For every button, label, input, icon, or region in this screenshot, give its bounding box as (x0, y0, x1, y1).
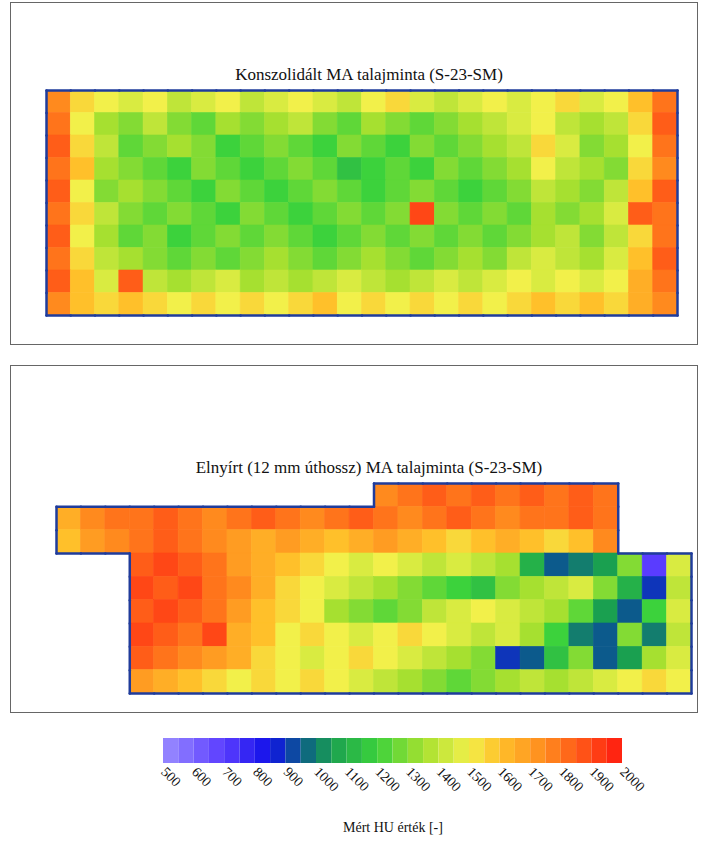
svg-text:1600: 1600 (495, 764, 525, 794)
svg-text:1800: 1800 (556, 764, 586, 794)
html-text:Konszolidált MA talajminta (S-: Konszolidált MA talajminta (S-23-SM) (235, 65, 503, 84)
html-text:Elnyírt (12 mm úthossz) MA tal: Elnyírt (12 mm úthossz) MA talajminta (S… (195, 458, 543, 477)
svg-text:Mért HU érték [-]: Mért HU érték [-] (343, 820, 443, 835)
svg-text:1400: 1400 (434, 764, 464, 794)
svg-text:700: 700 (219, 764, 244, 789)
svg-text:600: 600 (189, 764, 214, 789)
svg-text:1900: 1900 (587, 764, 617, 794)
svg-text:1000: 1000 (311, 764, 341, 794)
svg-text:1500: 1500 (464, 764, 494, 794)
svg-text:1300: 1300 (403, 764, 433, 794)
svg-text:500: 500 (158, 764, 183, 789)
svg-text:1200: 1200 (372, 764, 402, 794)
svg-text:900: 900 (281, 764, 306, 789)
svg-text:800: 800 (250, 764, 275, 789)
svg-text:1100: 1100 (342, 764, 372, 794)
svg-text:1700: 1700 (525, 764, 555, 794)
svg-text:2000: 2000 (617, 764, 647, 794)
